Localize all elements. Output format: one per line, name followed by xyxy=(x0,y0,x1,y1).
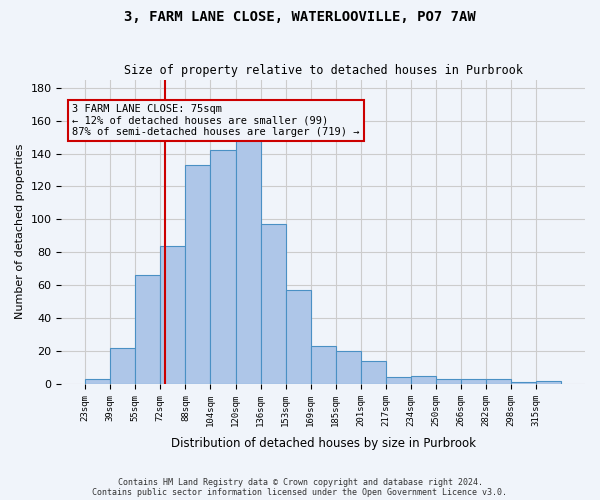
Bar xyxy=(411,376,436,384)
Text: 3, FARM LANE CLOSE, WATERLOOVILLE, PO7 7AW: 3, FARM LANE CLOSE, WATERLOOVILLE, PO7 7… xyxy=(124,10,476,24)
Bar xyxy=(160,246,185,384)
Bar xyxy=(311,346,336,384)
Bar xyxy=(185,165,211,384)
Bar xyxy=(511,382,536,384)
Bar xyxy=(260,224,286,384)
Bar xyxy=(211,150,236,384)
Bar xyxy=(461,379,486,384)
Bar xyxy=(436,379,461,384)
Y-axis label: Number of detached properties: Number of detached properties xyxy=(15,144,25,320)
Bar xyxy=(486,379,511,384)
Text: Contains HM Land Registry data © Crown copyright and database right 2024.
Contai: Contains HM Land Registry data © Crown c… xyxy=(92,478,508,497)
Bar xyxy=(85,379,110,384)
Text: 3 FARM LANE CLOSE: 75sqm
← 12% of detached houses are smaller (99)
87% of semi-d: 3 FARM LANE CLOSE: 75sqm ← 12% of detach… xyxy=(72,104,359,137)
Bar xyxy=(336,351,361,384)
Bar xyxy=(136,276,160,384)
Bar xyxy=(286,290,311,384)
Bar xyxy=(386,378,411,384)
X-axis label: Distribution of detached houses by size in Purbrook: Distribution of detached houses by size … xyxy=(171,437,476,450)
Title: Size of property relative to detached houses in Purbrook: Size of property relative to detached ho… xyxy=(124,64,523,77)
Bar xyxy=(110,348,136,384)
Bar xyxy=(236,137,260,384)
Bar xyxy=(361,361,386,384)
Bar xyxy=(536,380,561,384)
